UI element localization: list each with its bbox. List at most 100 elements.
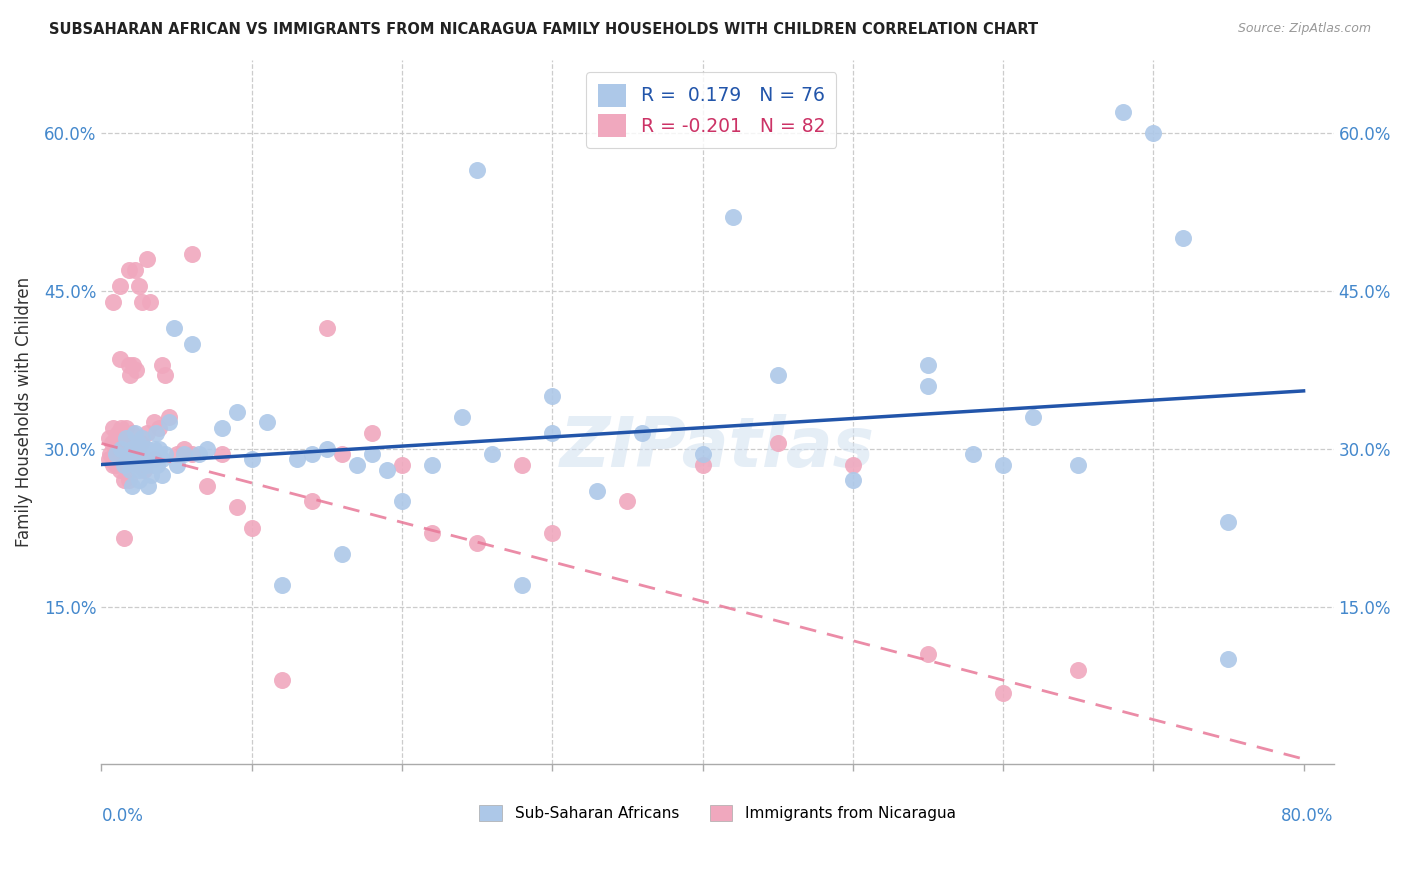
Point: [115, 436, 138, 450]
Point: [541, 389, 564, 403]
Text: ZIPatlas: ZIPatlas: [560, 414, 875, 481]
Text: SUBSAHARAN AFRICAN VS IMMIGRANTS FROM NICARAGUA FAMILY HOUSEHOLDS WITH CHILDREN : SUBSAHARAN AFRICAN VS IMMIGRANTS FROM NI…: [49, 22, 1039, 37]
Point: [132, 463, 155, 477]
Point: [127, 458, 149, 472]
Point: [616, 494, 638, 508]
Point: [766, 436, 789, 450]
Legend: R =  0.179   N = 76, R = -0.201   N = 82: R = 0.179 N = 76, R = -0.201 N = 82: [586, 72, 837, 148]
Point: [138, 294, 160, 309]
Point: [188, 447, 211, 461]
Point: [103, 294, 125, 309]
Point: [173, 442, 195, 456]
Point: [225, 500, 247, 514]
Point: [122, 358, 145, 372]
Point: [125, 447, 148, 461]
Point: [173, 447, 195, 461]
Point: [136, 478, 159, 492]
Point: [146, 458, 169, 472]
Point: [211, 420, 233, 434]
Point: [112, 458, 135, 472]
Point: [1142, 126, 1164, 140]
Point: [225, 405, 247, 419]
Point: [1112, 105, 1135, 120]
Point: [110, 442, 132, 456]
Point: [180, 247, 202, 261]
Point: [110, 447, 132, 461]
Point: [100, 447, 122, 461]
Point: [315, 442, 337, 456]
Point: [1218, 652, 1240, 666]
Point: [148, 442, 170, 456]
Point: [124, 458, 146, 472]
Point: [150, 452, 173, 467]
Point: [842, 458, 865, 472]
Point: [148, 420, 170, 434]
Point: [128, 473, 150, 487]
Point: [361, 447, 384, 461]
Point: [510, 578, 533, 592]
Point: [301, 447, 323, 461]
Point: [153, 447, 176, 461]
Point: [330, 447, 353, 461]
Point: [128, 447, 150, 461]
Point: [766, 368, 789, 383]
Point: [420, 458, 443, 472]
Point: [107, 447, 129, 461]
Point: [114, 447, 136, 461]
Point: [451, 410, 474, 425]
Point: [1067, 663, 1090, 677]
Text: 80.0%: 80.0%: [1281, 806, 1334, 824]
Point: [121, 478, 143, 492]
Point: [917, 378, 939, 392]
Point: [991, 686, 1014, 700]
Point: [157, 416, 180, 430]
Point: [103, 420, 125, 434]
Point: [108, 463, 131, 477]
Point: [917, 358, 939, 372]
Point: [153, 368, 176, 383]
Point: [117, 473, 139, 487]
Point: [108, 436, 131, 450]
Point: [135, 458, 157, 472]
Point: [98, 431, 121, 445]
Point: [162, 320, 184, 334]
Point: [143, 452, 166, 467]
Point: [541, 525, 564, 540]
Point: [1218, 516, 1240, 530]
Point: [1173, 231, 1195, 245]
Point: [1067, 458, 1090, 472]
Point: [105, 442, 128, 456]
Point: [105, 447, 128, 461]
Point: [110, 420, 132, 434]
Point: [145, 425, 167, 440]
Point: [108, 352, 131, 367]
Point: [346, 458, 368, 472]
Point: [118, 463, 141, 477]
Point: [135, 425, 157, 440]
Point: [692, 458, 714, 472]
Point: [132, 452, 155, 467]
Point: [131, 431, 153, 445]
Point: [121, 442, 143, 456]
Point: [330, 547, 353, 561]
Point: [117, 358, 139, 372]
Point: [101, 436, 124, 450]
Point: [108, 278, 131, 293]
Point: [586, 483, 609, 498]
Point: [510, 458, 533, 472]
Point: [375, 463, 398, 477]
Point: [465, 536, 488, 550]
Point: [541, 425, 564, 440]
Point: [143, 458, 166, 472]
Point: [301, 494, 323, 508]
Point: [124, 425, 146, 440]
Point: [122, 452, 145, 467]
Point: [112, 531, 135, 545]
Point: [917, 647, 939, 661]
Point: [721, 211, 744, 225]
Point: [111, 442, 134, 456]
Point: [139, 468, 162, 483]
Point: [98, 452, 121, 467]
Point: [112, 473, 135, 487]
Point: [104, 447, 127, 461]
